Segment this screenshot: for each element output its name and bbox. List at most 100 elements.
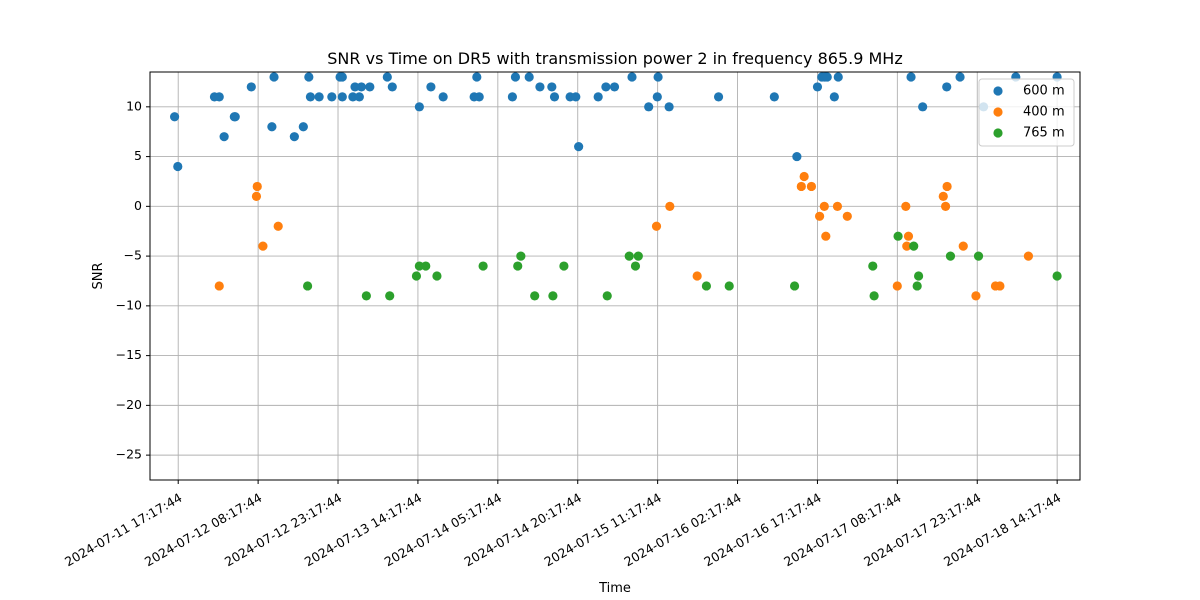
y-axis-title: SNR [91,262,106,289]
data-point [169,112,180,122]
data-point [821,231,831,241]
data-point [906,72,916,82]
data-point [411,271,422,281]
legend-marker [993,86,1003,96]
data-point [822,72,832,82]
y-tick-label: −15 [116,347,142,362]
data-point [549,92,560,102]
data-point [942,181,952,192]
data-point [819,201,829,211]
data-point [971,291,981,301]
legend-marker [993,107,1003,117]
data-point [385,291,395,301]
y-tick-label: −10 [116,297,142,312]
data-point [273,221,283,231]
data-point [769,92,779,102]
data-point [713,92,724,102]
data-point [230,112,240,122]
data-point [630,261,641,271]
data-point [361,291,371,301]
data-point [609,82,620,92]
data-point [665,201,675,211]
data-point [792,151,802,162]
data-point [559,261,569,271]
data-point [912,281,922,291]
data-point [842,211,852,221]
y-axis: 10 5 0 −5 −10 −15 −20 −25 [116,98,150,462]
data-point [868,261,878,271]
chart-title: SNR vs Time on DR5 with transmission pow… [327,49,902,68]
y-tick-label: 10 [126,98,142,113]
y-tick-label: 0 [134,198,142,213]
data-point [955,72,965,82]
data-point [513,261,523,271]
legend: 600 m 400 m 765 m [978,78,1075,147]
data-point [653,72,663,82]
data-point [337,92,347,102]
data-point [815,211,825,221]
data-point [901,201,911,211]
plot-frame [149,71,1081,481]
data-point [348,92,358,102]
grid [150,72,1080,480]
data-point [327,92,337,102]
data-point [945,251,956,261]
data-point [806,181,817,192]
data-point [651,221,662,231]
data-point [664,102,674,112]
data-point [644,102,654,112]
data-point [365,82,375,92]
data-point [829,92,839,102]
data-point [507,92,518,102]
data-point [601,82,611,92]
data-point [350,82,360,92]
data-point [602,291,612,301]
data-point [903,231,914,241]
data-point [214,281,224,291]
data-point [799,171,809,182]
data-point [958,241,968,251]
data-point [938,191,948,201]
data-point [973,251,984,261]
data-points [169,72,1062,301]
data-point [251,191,262,201]
data-point [789,281,800,291]
data-point [724,281,734,291]
data-point [633,251,643,261]
data-point [624,251,634,261]
data-point [214,92,224,102]
data-point [438,92,448,102]
data-point [382,72,392,82]
data-point [833,72,843,82]
data-point [524,72,534,82]
data-point [305,92,316,102]
data-point [1052,271,1062,281]
data-point [701,281,712,291]
y-tick-label: −25 [116,447,142,462]
y-tick-label: −5 [124,248,142,263]
data-point [913,271,924,281]
data-point [692,271,702,281]
data-point [918,102,928,112]
data-point [547,82,557,92]
data-point [474,92,484,102]
data-point [940,201,951,211]
data-point [530,291,540,301]
data-point [571,92,581,102]
data-point [289,132,299,142]
data-point [252,181,262,192]
data-point [173,161,183,172]
data-point [942,82,952,92]
legend-box [978,78,1075,147]
data-point [302,281,313,291]
data-point [893,231,903,241]
data-point [314,92,324,102]
data-point [354,92,364,102]
legend-label: 400 m [1023,105,1065,120]
data-point [548,291,558,301]
data-point [652,92,662,102]
data-point [1023,251,1034,261]
legend-label: 600 m [1023,84,1065,99]
